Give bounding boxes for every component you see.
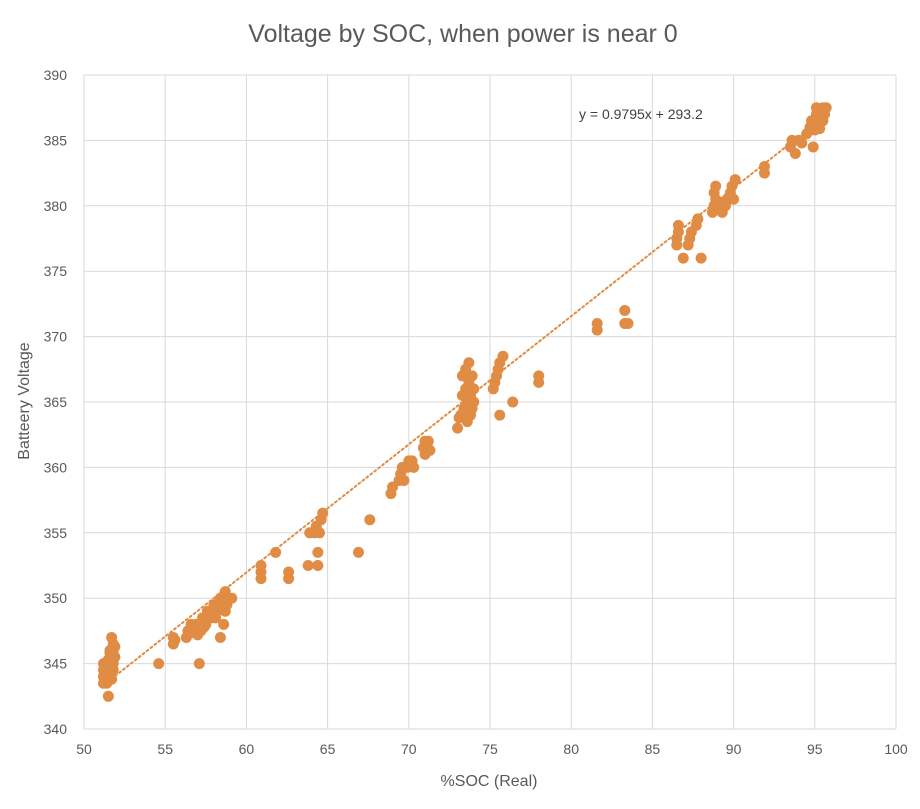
data-point <box>820 102 832 114</box>
data-point <box>672 219 684 231</box>
y-tick-label: 340 <box>44 721 68 737</box>
y-tick-label: 370 <box>44 329 68 345</box>
data-point <box>313 527 325 539</box>
data-point <box>817 115 829 127</box>
data-point <box>102 690 114 702</box>
y-tick-label: 345 <box>44 656 68 672</box>
y-tick-label: 355 <box>44 525 68 541</box>
gridlines <box>83 74 897 730</box>
data-point <box>591 318 603 330</box>
data-point <box>729 174 741 186</box>
x-tick-label: 80 <box>563 741 579 757</box>
data-point <box>255 560 267 571</box>
data-point <box>796 137 808 149</box>
x-tick-label: 100 <box>884 741 908 757</box>
data-point <box>352 546 364 558</box>
x-tick-label: 60 <box>239 741 255 757</box>
data-point <box>622 318 634 330</box>
y-tick-label: 390 <box>44 67 68 83</box>
x-axis-title: %SOC (Real) <box>441 773 538 790</box>
data-point <box>507 396 519 408</box>
data-point <box>283 566 295 578</box>
data-point <box>107 638 119 650</box>
x-tick-label: 70 <box>401 741 417 757</box>
data-point <box>452 422 464 434</box>
data-point <box>494 409 506 421</box>
data-point <box>677 252 689 264</box>
data-point <box>302 560 314 571</box>
data-point <box>710 180 722 192</box>
data-point <box>106 673 118 685</box>
data-point <box>312 546 324 558</box>
data-point <box>153 658 165 670</box>
data-point <box>312 560 324 571</box>
trendline-equation: y = 0.9795x + 293.2 <box>579 106 703 122</box>
data-point <box>497 350 509 362</box>
data-point <box>463 357 475 369</box>
data-point <box>533 370 545 382</box>
data-point <box>169 634 181 646</box>
data-point <box>104 647 116 659</box>
y-tick-label: 375 <box>44 263 68 279</box>
data-point <box>468 383 480 395</box>
y-tick-label: 350 <box>44 590 68 606</box>
data-point <box>695 252 707 264</box>
y-tick-label: 385 <box>44 132 68 148</box>
x-tick-label: 85 <box>645 741 661 757</box>
data-point <box>424 444 436 456</box>
data-point <box>214 631 226 643</box>
y-tick-label: 380 <box>44 198 68 214</box>
data-point <box>226 592 238 604</box>
data-point <box>422 435 434 447</box>
x-tick-label: 75 <box>482 741 498 757</box>
data-point <box>408 461 420 473</box>
x-tick-label: 55 <box>157 741 173 757</box>
data-point <box>317 507 329 519</box>
chart-title: Voltage by SOC, when power is near 0 <box>248 20 677 48</box>
axes: 50 55 60 65 70 75 80 85 90 95 100 340 345 350 355 360 36… <box>44 67 908 757</box>
data-point <box>468 396 480 408</box>
x-tick-label: 95 <box>807 741 823 757</box>
data-point <box>270 546 282 558</box>
data-point <box>193 658 205 670</box>
y-tick-label: 360 <box>44 459 68 475</box>
data-point <box>466 370 478 382</box>
data-point <box>789 147 801 159</box>
data-point <box>398 474 410 486</box>
data-point <box>619 304 631 316</box>
data-point <box>692 213 704 225</box>
data-point <box>807 141 819 153</box>
data-point <box>218 618 230 630</box>
x-tick-label: 65 <box>320 741 336 757</box>
y-tick-label: 365 <box>44 394 68 410</box>
x-tick-label: 50 <box>76 741 92 757</box>
x-tick-label: 90 <box>726 741 742 757</box>
data-point <box>364 514 376 526</box>
data-point <box>728 193 740 205</box>
data-point <box>758 161 770 173</box>
data-points <box>97 102 832 702</box>
y-axis-title: Batteery Voltage <box>16 342 33 460</box>
